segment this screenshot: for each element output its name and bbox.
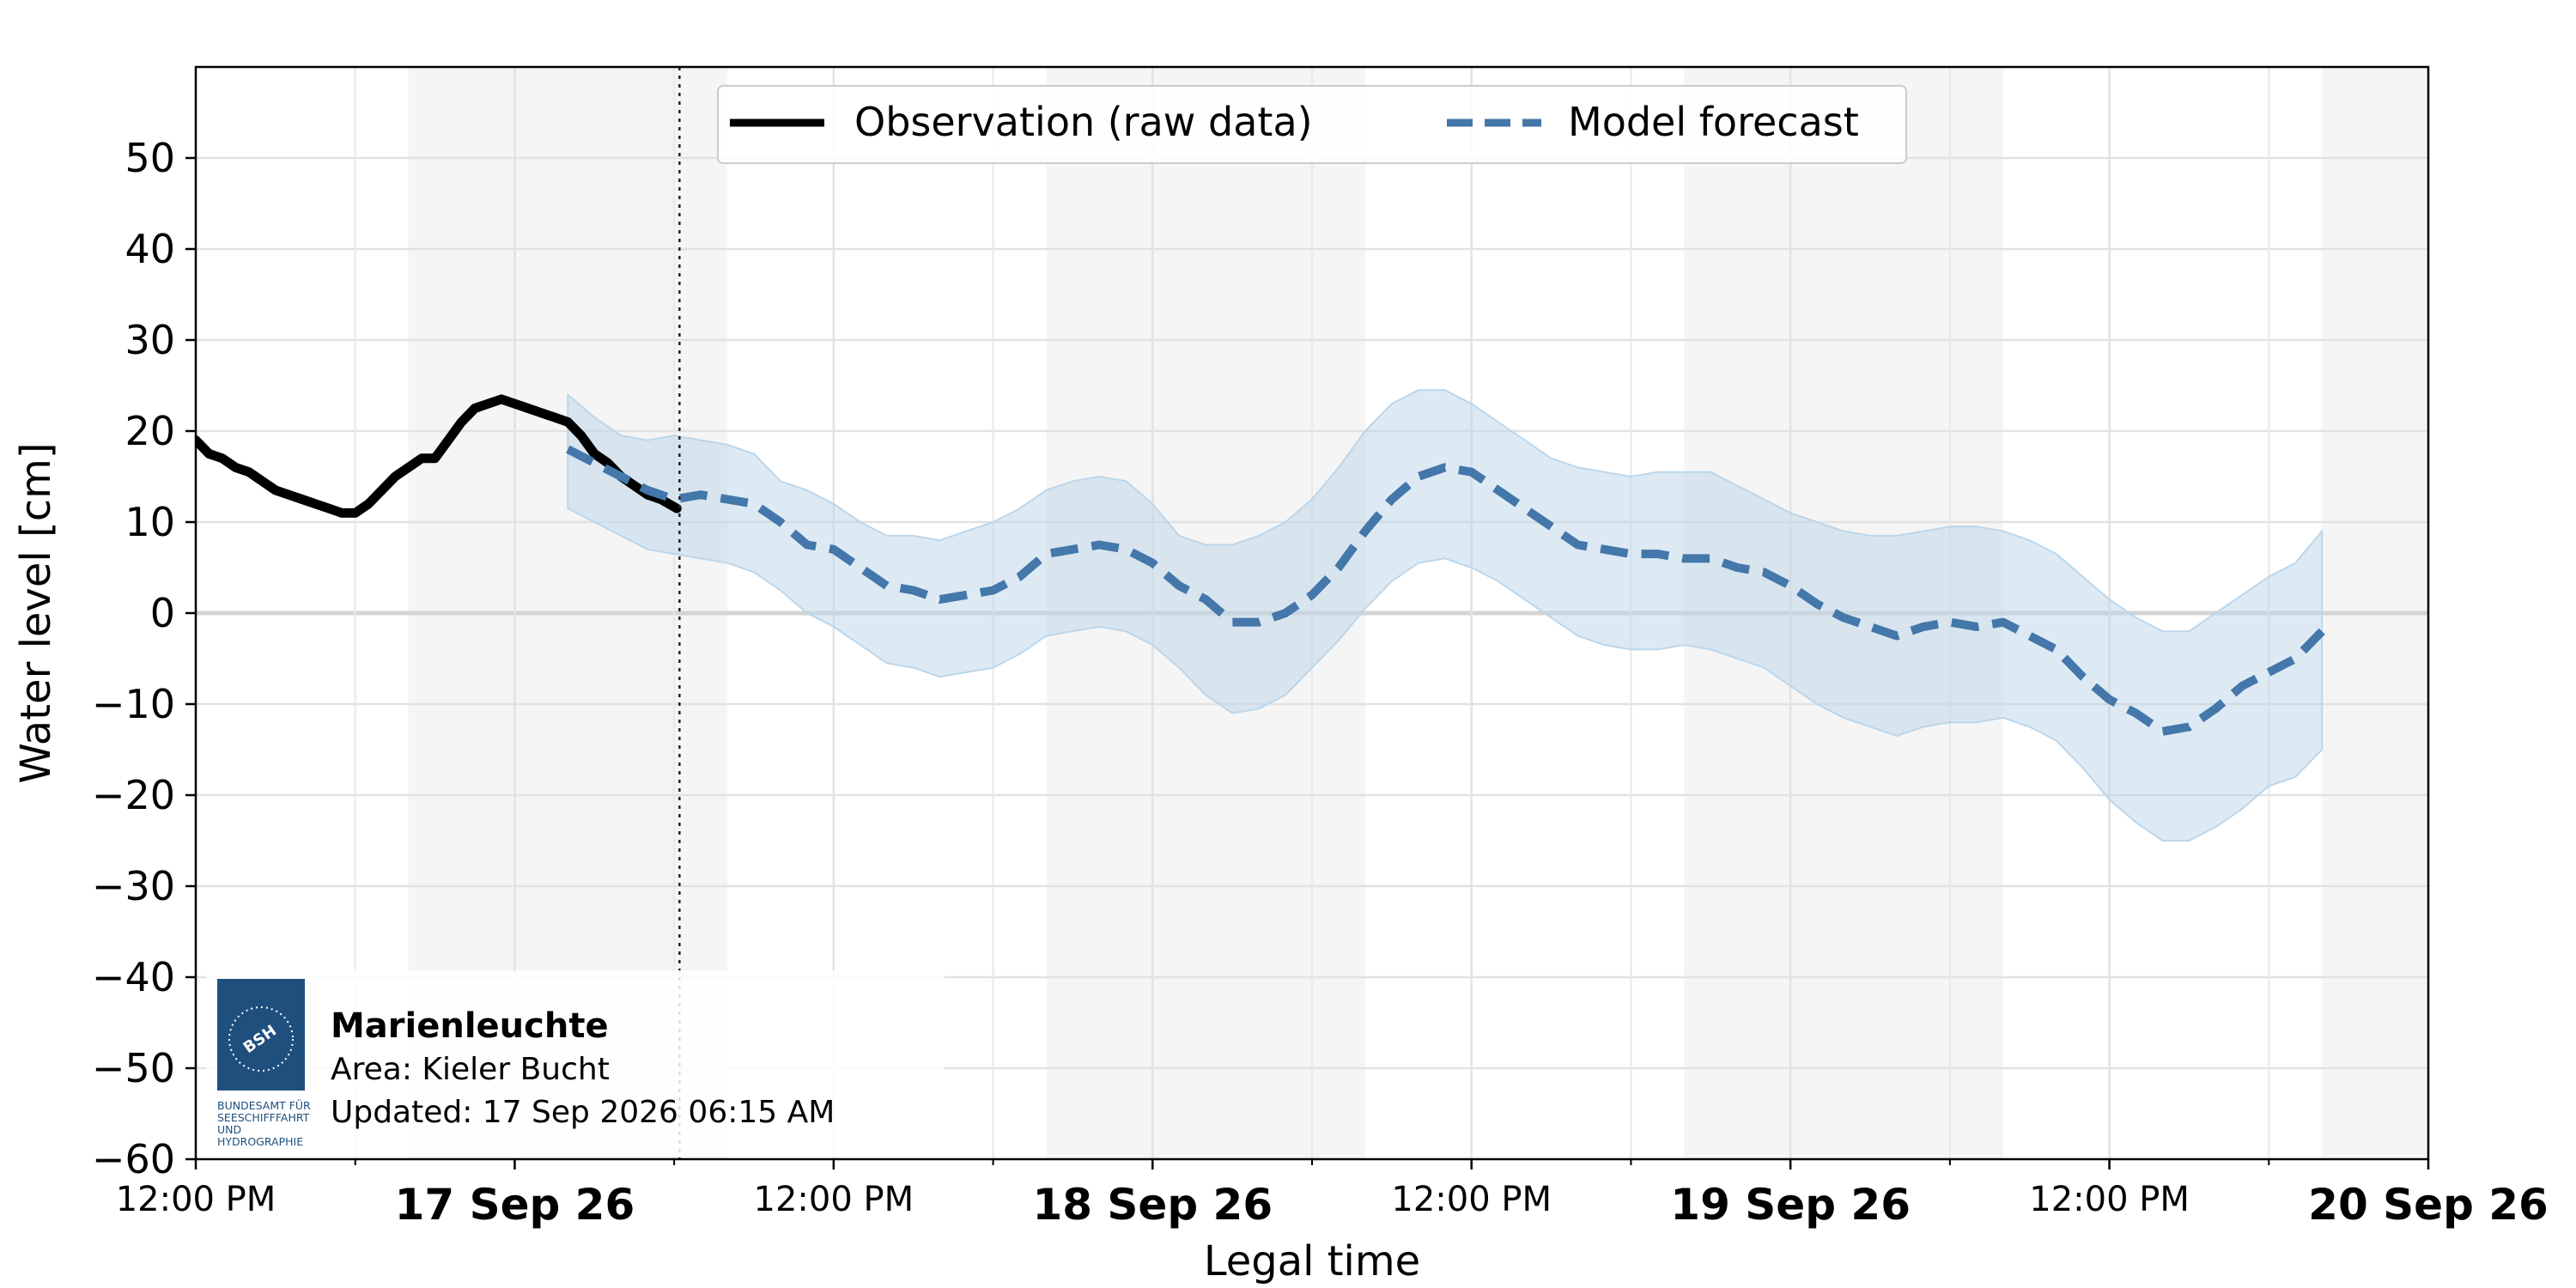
station-info-box: BSH BUNDESAMT FÜR SEESCHIFFFAHRT UND HYD…	[206, 970, 945, 1157]
y-tick-label: −20	[92, 772, 175, 818]
bsh-logo-caption-4: HYDROGRAPHIE	[217, 1135, 303, 1148]
y-tick-label: 0	[150, 590, 175, 636]
x-tick-label: 17 Sep 26	[395, 1180, 635, 1230]
legend-box	[717, 85, 1907, 164]
x-tick-label: 12:00 PM	[754, 1180, 914, 1219]
x-tick-label: 18 Sep 26	[1032, 1180, 1273, 1230]
y-tick-label: −50	[92, 1045, 175, 1091]
y-tick-label: −30	[92, 863, 175, 909]
y-tick-label: −60	[92, 1136, 175, 1182]
y-tick-label: 30	[125, 317, 175, 363]
forecast-band	[567, 389, 2324, 841]
y-tick-label: −40	[92, 954, 175, 1000]
observation-line	[196, 394, 682, 518]
forecast-uncertainty-band	[567, 389, 2324, 841]
y-tick-label: 20	[125, 408, 175, 454]
bsh-logo: BSH BUNDESAMT FÜR SEESCHIFFFAHRT UND HYD…	[217, 979, 311, 1148]
station-name: Marienleuchte	[331, 1006, 609, 1046]
x-tick-label: 12:00 PM	[1391, 1180, 1552, 1219]
x-tick-label: 12:00 PM	[116, 1180, 276, 1219]
x-axis-ticks: 12:00 PM 17 Sep 26 12:00 PM 18 Sep 26 12:00 …	[116, 1159, 2549, 1230]
y-tick-label: −10	[92, 681, 175, 727]
bsh-logo-caption-1: BUNDESAMT FÜR	[217, 1098, 311, 1112]
x-axis-label: Legal time	[1204, 1237, 1420, 1285]
y-axis-label: Water level [cm]	[12, 442, 60, 783]
x-tick-label: 12:00 PM	[2029, 1180, 2190, 1219]
y-tick-label: 50	[125, 135, 175, 181]
bsh-logo-square	[217, 979, 305, 1091]
legend: Observation (raw data) Model forecast	[717, 85, 1907, 164]
x-tick-label: 19 Sep 26	[1670, 1180, 1911, 1230]
x-tick-label: 20 Sep 26	[2308, 1180, 2549, 1230]
bsh-logo-ring	[228, 1006, 294, 1072]
y-tick-label: 40	[125, 226, 175, 272]
legend-observation-label: Observation (raw data)	[854, 99, 1313, 145]
station-area: Area: Kieler Bucht	[331, 1052, 610, 1087]
bsh-logo-caption-2: SEESCHIFFFAHRT	[217, 1111, 310, 1124]
y-axis-ticks: 50 40 30 20 10 0 −10 −20 −30 −40 −50 −60	[92, 135, 196, 1182]
legend-forecast-label: Model forecast	[1568, 99, 1859, 145]
info-box-background	[206, 970, 945, 1157]
forecast-line	[566, 445, 2325, 736]
y-tick-label: 10	[125, 499, 175, 545]
bsh-logo-caption-3: UND	[217, 1123, 241, 1136]
station-updated: Updated: 17 Sep 2026 06:15 AM	[331, 1095, 835, 1130]
series-lines	[196, 394, 2325, 736]
